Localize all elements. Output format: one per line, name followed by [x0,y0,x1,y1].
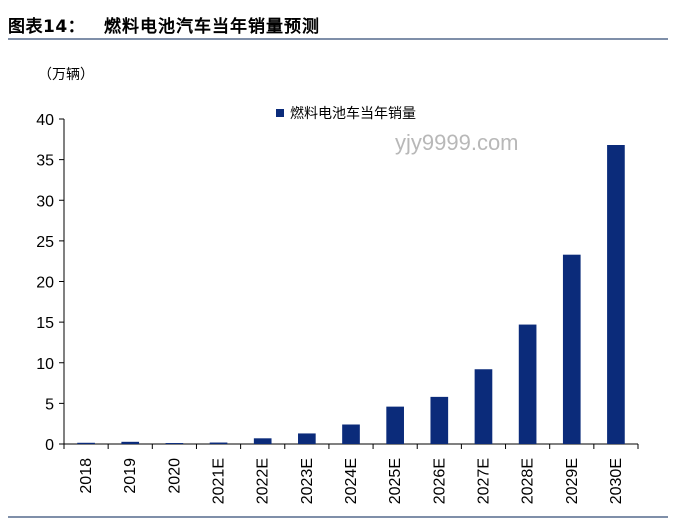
x-tick-label: 2018 [78,458,95,494]
bar-2029E [562,254,581,444]
unit-label: （万辆） [38,67,94,83]
y-tick-label: 20 [36,275,54,292]
bar-2021E [209,442,228,444]
chart-title: 燃料电池汽车当年销量预测 [104,17,320,37]
x-tick-label: 2029E [564,458,581,504]
watermark: yjy9999.com [395,130,519,155]
bar-2023E [298,433,316,444]
x-tick-label: 2023E [299,458,316,504]
x-tick-label: 2025E [387,458,404,504]
bar-2025E [386,406,404,444]
y-tick-label: 15 [36,315,54,332]
bar-2028E [518,324,537,444]
bottom-rule [8,516,668,518]
bar-2024E [342,424,360,444]
y-tick-label: 10 [36,356,54,373]
y-tick-label: 40 [36,112,54,129]
figure-label: 图表14： [8,17,86,37]
legend-swatch [276,109,284,117]
bar-2026E [430,396,449,444]
y-tick-label: 5 [45,396,54,413]
legend-label: 燃料电池车当年销量 [290,106,416,122]
bar-2018 [77,442,95,444]
bar-2019 [121,441,140,444]
x-tick-label: 2024E [343,458,360,504]
bar-2022E [253,438,272,444]
x-tick-label: 2019 [122,458,139,494]
x-tick-label: 2030E [608,458,625,504]
x-tick-label: 2028E [520,458,537,504]
x-tick-label: 2027E [475,458,492,504]
bar-2030E [607,145,625,444]
y-tick-label: 35 [36,153,54,170]
bar-2020 [165,443,184,444]
x-tick-label: 2022E [255,458,272,504]
y-tick-label: 25 [36,234,54,251]
x-tick-label: 2021E [211,458,228,504]
x-tick-label: 2026E [431,458,448,504]
title-bar: 图表14： 燃料电池汽车当年销量预测 [8,8,668,40]
bar-2027E [474,369,493,444]
y-tick-label: 30 [36,193,54,210]
x-tick-label: 2020 [166,458,183,494]
y-tick-label: 0 [45,437,54,454]
